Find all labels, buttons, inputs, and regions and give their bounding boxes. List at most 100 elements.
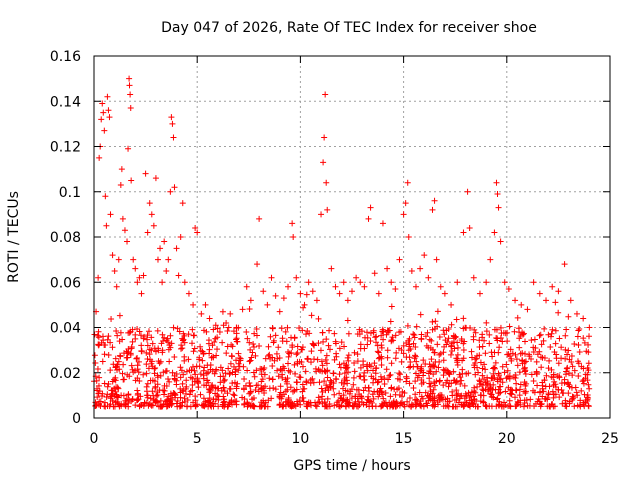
data-point <box>183 383 190 390</box>
data-point <box>497 238 504 245</box>
data-point <box>493 334 500 341</box>
data-point <box>101 380 108 387</box>
data-point <box>105 107 112 114</box>
y-tick-label: 0.16 <box>50 49 81 65</box>
data-point <box>462 399 469 406</box>
data-point <box>104 93 111 100</box>
data-point <box>387 318 394 325</box>
data-point <box>454 279 461 286</box>
data-point <box>318 396 325 403</box>
data-point <box>161 238 168 245</box>
data-point <box>406 343 413 350</box>
data-point <box>124 238 131 245</box>
data-point <box>412 370 419 377</box>
data-point <box>418 380 425 387</box>
data-point <box>225 365 232 372</box>
data-point <box>453 355 460 362</box>
data-point <box>118 392 125 399</box>
data-point <box>278 325 285 332</box>
data-point <box>126 329 133 336</box>
data-point <box>144 356 151 363</box>
data-point <box>379 220 386 227</box>
data-point <box>520 403 527 410</box>
data-point <box>318 211 325 218</box>
data-point <box>530 348 537 355</box>
data-point <box>292 370 299 377</box>
data-point <box>582 399 589 406</box>
data-point <box>351 368 358 375</box>
data-point <box>169 120 176 127</box>
data-point <box>247 297 254 304</box>
data-point <box>299 363 306 370</box>
data-point <box>181 357 188 364</box>
data-point <box>211 339 218 346</box>
data-point <box>224 328 231 335</box>
data-point <box>387 393 394 400</box>
data-point <box>508 357 515 364</box>
data-point <box>483 328 490 335</box>
data-point <box>228 352 235 359</box>
data-point <box>412 344 419 351</box>
data-point <box>551 349 558 356</box>
data-point <box>345 352 352 359</box>
data-point <box>224 403 231 410</box>
data-point <box>452 334 459 341</box>
data-point <box>134 362 141 369</box>
data-point <box>520 330 527 337</box>
data-point <box>410 331 417 338</box>
data-point <box>521 379 528 386</box>
data-point <box>353 274 360 281</box>
data-point <box>360 401 367 408</box>
data-point <box>431 379 438 386</box>
y-tick-label: 0.12 <box>50 140 81 156</box>
data-point <box>472 371 479 378</box>
data-point <box>199 357 206 364</box>
data-point <box>92 359 99 366</box>
data-point <box>275 373 282 380</box>
data-point <box>579 378 586 385</box>
data-point <box>312 402 319 409</box>
data-point <box>105 352 112 359</box>
data-point <box>308 312 315 319</box>
data-point <box>219 308 226 315</box>
data-point <box>499 379 506 386</box>
data-point <box>307 376 314 383</box>
data-point <box>495 390 502 397</box>
data-point <box>323 360 330 367</box>
data-point <box>320 159 327 166</box>
data-point <box>495 401 502 408</box>
data-point <box>388 384 395 391</box>
data-point <box>541 396 548 403</box>
data-point <box>440 349 447 356</box>
data-point <box>332 340 339 347</box>
data-point <box>280 363 287 370</box>
data-point <box>230 328 237 335</box>
data-point <box>235 350 242 357</box>
data-point <box>436 351 443 358</box>
data-point <box>112 374 119 381</box>
data-point <box>246 379 253 386</box>
data-point <box>264 301 271 308</box>
data-point <box>257 386 264 393</box>
data-point <box>107 339 114 346</box>
data-point <box>532 345 539 352</box>
data-point <box>584 371 591 378</box>
data-point <box>406 354 413 361</box>
data-point <box>163 398 170 405</box>
data-point <box>364 341 371 348</box>
data-point <box>555 360 562 367</box>
data-point <box>236 354 243 361</box>
data-point <box>209 342 216 349</box>
data-point <box>265 343 272 350</box>
data-point <box>524 306 531 313</box>
data-point <box>453 316 460 323</box>
data-point <box>528 371 535 378</box>
data-point <box>503 375 510 382</box>
data-point <box>132 265 139 272</box>
data-point <box>585 341 592 348</box>
data-point <box>494 395 501 402</box>
data-point <box>487 381 494 388</box>
data-point <box>201 364 208 371</box>
data-point <box>558 386 565 393</box>
data-point <box>193 401 200 408</box>
